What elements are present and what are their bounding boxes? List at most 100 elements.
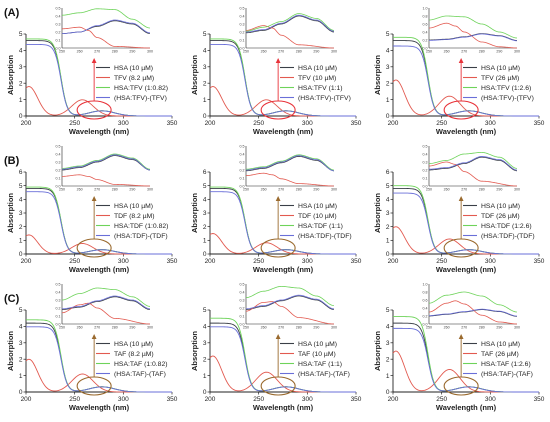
inset-x-tick-label: 300 (514, 326, 520, 330)
inset-series-line-drug (245, 25, 335, 49)
inset-y-tick-label: 0.4 (56, 152, 61, 156)
y-tick-label: 2 (386, 356, 390, 363)
inset-x-tick-label: 280 (112, 188, 118, 192)
inset-y-tick-label: 0.4 (56, 290, 61, 294)
inset-y-tick-label: 0.2 (423, 168, 428, 172)
inset-y-tick-label: 0.0 (240, 46, 245, 50)
inset-y-tick-label: 0.4 (423, 152, 428, 156)
series-line-diff (210, 326, 356, 393)
x-tick-label: 200 (205, 396, 216, 403)
inset-series-line-diff (61, 154, 151, 171)
chart-panel-1: 0 1 2 3 4 5 200 250 300 350 Wavelength (nm) Absorpt… (6, 6, 178, 136)
panel-label-c: (C) (4, 293, 20, 305)
x-axis-label: Wavelength (nm) (69, 265, 130, 274)
y-tick-label: 5 (203, 183, 207, 190)
y-axis-label: Absorption (6, 193, 15, 233)
inset-x-tick-label: 280 (296, 326, 302, 330)
inset-x-tick-label: 290 (129, 50, 135, 54)
x-tick-label: 250 (253, 120, 264, 127)
inset-x-tick-label: 250 (426, 326, 432, 330)
inset-x-tick-label: 290 (496, 188, 502, 192)
legend-entry: (HSA:TAF)-(TAF) (481, 371, 533, 378)
y-axis-label: Absorption (373, 193, 382, 233)
y-tick-label: 3 (19, 64, 23, 71)
y-tick-label: 4 (386, 197, 390, 204)
y-tick-label: 6 (203, 169, 207, 176)
inset-background (62, 8, 150, 48)
y-tick-label: 1 (19, 373, 23, 380)
inset-x-tick-label: 290 (313, 188, 319, 192)
inset-background (246, 146, 334, 186)
x-tick-label: 250 (436, 396, 447, 403)
series-line-hsa (26, 187, 172, 255)
y-axis-label: Absorption (6, 331, 15, 371)
inset-y-tick-label: 0.5 (423, 144, 428, 148)
inset-y-tick-label: 0.0 (240, 322, 245, 326)
y-tick-label: 4 (19, 324, 23, 331)
legend-entry: TDF (10 µM) (298, 213, 337, 220)
inset-series-line-mix (61, 153, 151, 170)
series-line-mix (26, 186, 172, 255)
chart-panel-8: 0 1 2 3 4 5 200 250 300 350 Wavelength (nm) Absorpt… (190, 282, 362, 412)
inset-x-tick-label: 250 (59, 188, 65, 192)
legend-entry: (HSA:TDF)-(TDF) (114, 233, 168, 240)
inset-y-tick-label: 0.5 (240, 144, 245, 148)
inset-x-tick-label: 270 (461, 188, 467, 192)
y-tick-label: 5 (386, 31, 390, 38)
chart-panel-9: 0 1 2 3 4 5 200 250 300 350 Wavelength (nm) Absorpt… (373, 282, 545, 412)
legend-entry: (HSA:TFV)-(TFV) (298, 95, 351, 102)
x-axis-label: Wavelength (nm) (69, 127, 130, 136)
series-line-diff (25, 43, 172, 117)
x-tick-label: 200 (21, 396, 32, 403)
series-line-diff (26, 326, 172, 393)
inset-x-tick-label: 260 (261, 188, 267, 192)
y-tick-label: 2 (386, 80, 390, 87)
series-line-diff (210, 191, 356, 255)
legend-entry: (HSA:TDF)-(TDF) (481, 233, 535, 240)
legend-entry: (HSA:TAF)-(TAF) (298, 371, 350, 378)
inset-series-line-diff (61, 19, 151, 34)
inset-y-tick-label: 0.3 (240, 160, 245, 164)
chart-panel-5: 0 1 2 3 4 5 6 200 250 300 350 Wavelength (nm) Absorp… (190, 144, 362, 274)
inset-background (62, 284, 150, 324)
x-tick-label: 350 (534, 258, 545, 265)
legend-entry: TFV (8.2 µM) (114, 75, 154, 82)
y-tick-label: 2 (203, 356, 207, 363)
inset-background (246, 284, 334, 324)
inset-series-line-mix (428, 15, 518, 39)
x-tick-label: 300 (485, 396, 496, 403)
x-axis-label: Wavelength (nm) (436, 403, 497, 412)
legend-entry: TAF (10 µM) (298, 351, 336, 358)
legend-entry: HSA:TAF (1:1) (298, 361, 342, 368)
x-tick-label: 350 (534, 396, 545, 403)
chart-panel-4: 0 1 2 3 4 5 6 200 250 300 350 Wavelength (nm) Absorp… (6, 144, 178, 274)
inset-y-tick-label: 0.3 (56, 298, 61, 302)
y-tick-label: 3 (19, 340, 23, 347)
inset-x-tick-label: 300 (331, 326, 337, 330)
y-tick-label: 1 (386, 238, 390, 245)
y-tick-label: 0 (203, 251, 207, 258)
inset-x-tick-label: 300 (331, 50, 337, 54)
inset-series-line-hsa (245, 295, 335, 310)
y-tick-label: 3 (386, 340, 390, 347)
x-axis-label: Wavelength (nm) (253, 265, 314, 274)
x-tick-label: 350 (351, 120, 362, 127)
inset-background (429, 284, 517, 324)
inset-x-tick-label: 280 (479, 188, 485, 192)
inset-x-tick-label: 260 (261, 50, 267, 54)
y-tick-label: 5 (19, 307, 23, 314)
legend-entry: HSA:TFV (1:1) (298, 85, 343, 92)
y-tick-label: 2 (19, 80, 23, 87)
y-tick-label: 1 (19, 238, 23, 245)
inset-series-line-hsa (245, 155, 335, 172)
inset-x-tick-label: 260 (444, 188, 450, 192)
inset-x-tick-label: 280 (296, 50, 302, 54)
legend-entry: (HSA:TFV)-(TFV) (481, 95, 534, 102)
legend-entry: HSA (10 µM) (481, 65, 520, 72)
x-tick-label: 300 (485, 258, 496, 265)
y-tick-label: 0 (19, 251, 23, 258)
y-tick-label: 5 (203, 31, 207, 38)
inset-series-line-drug (61, 26, 150, 49)
inset-x-tick-label: 260 (444, 326, 450, 330)
legend-entry: TDF (26 µM) (481, 213, 520, 220)
